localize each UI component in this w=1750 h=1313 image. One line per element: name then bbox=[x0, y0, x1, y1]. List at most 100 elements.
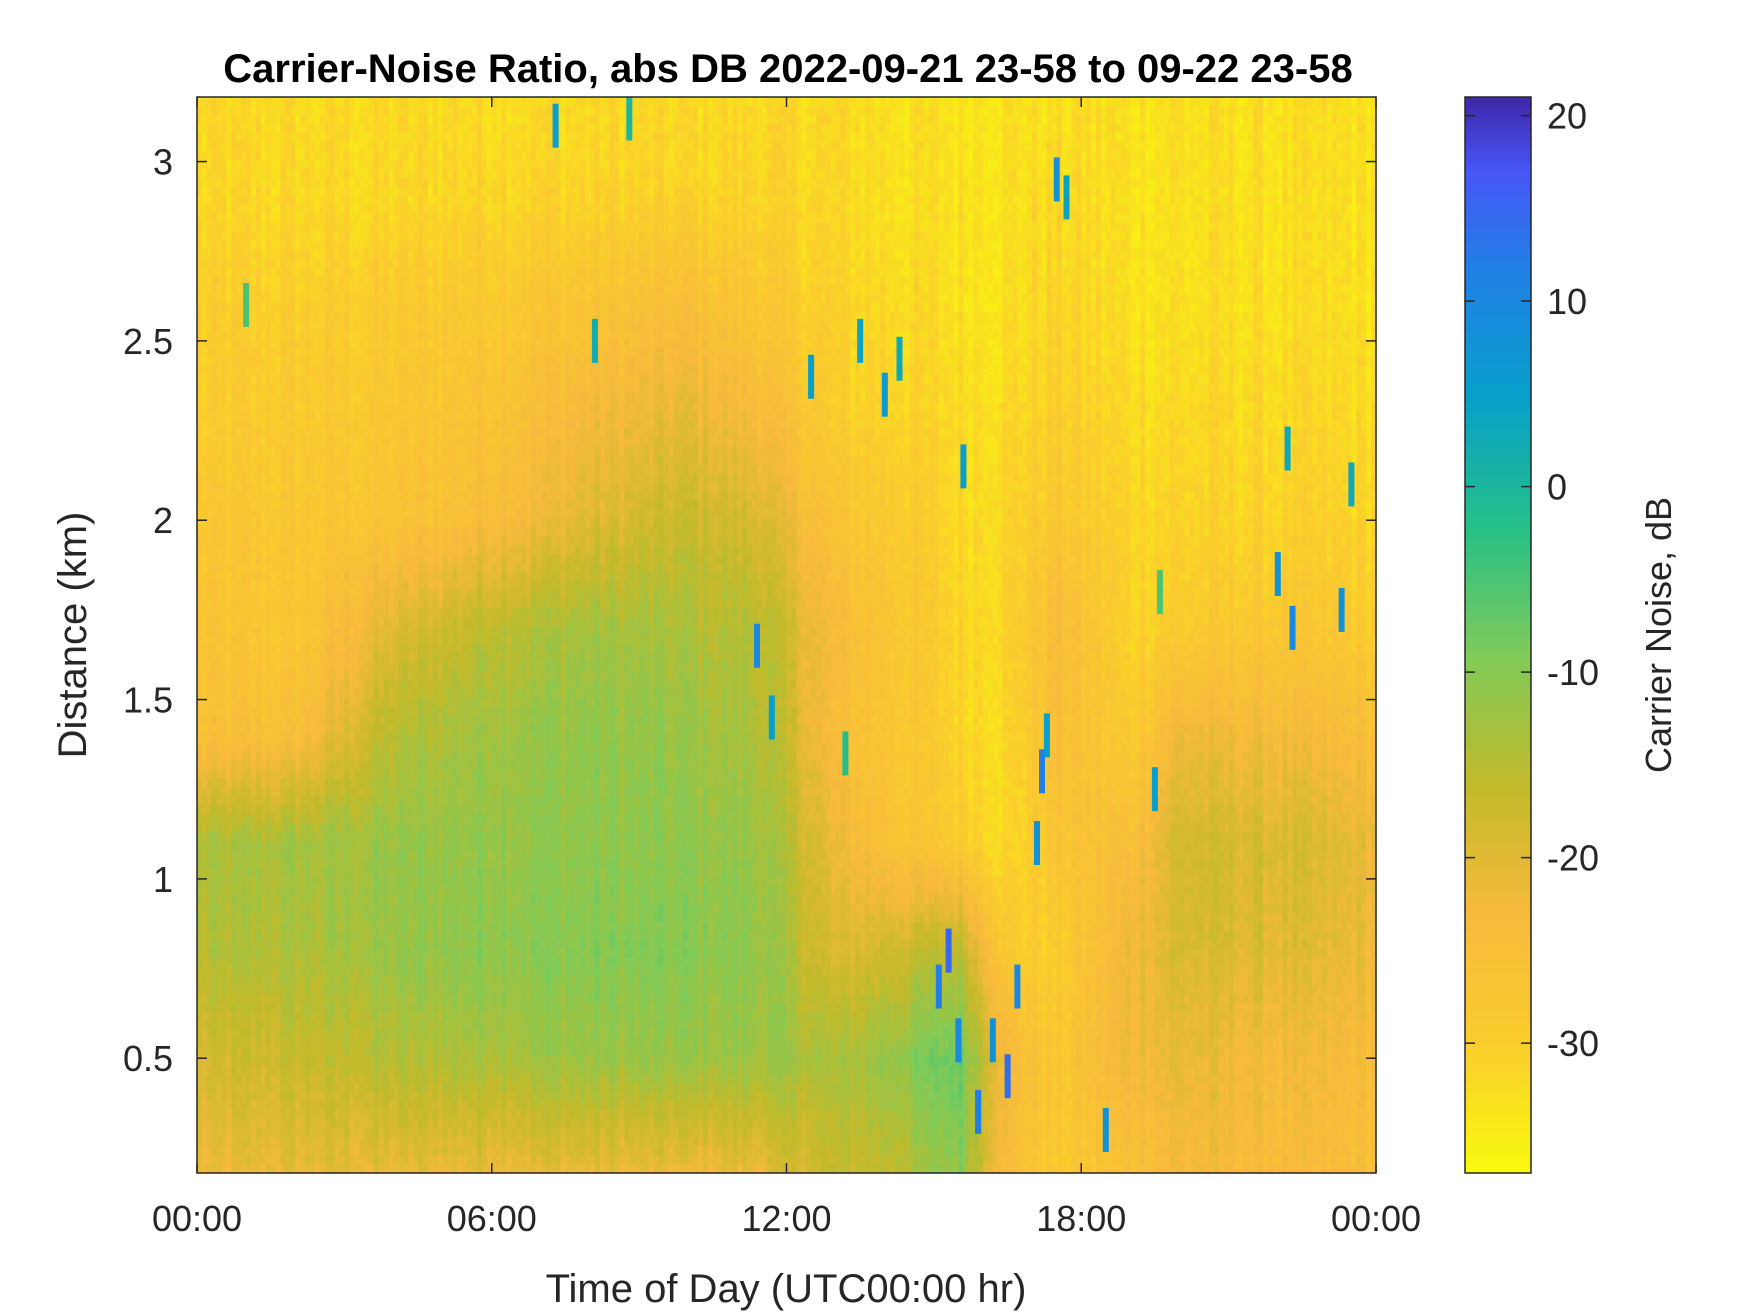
heatmap-cell bbox=[201, 276, 208, 286]
heatmap-cell bbox=[1184, 258, 1190, 268]
heatmap-cell bbox=[1086, 159, 1092, 170]
heatmap-cell bbox=[1002, 114, 1009, 125]
heatmap-cell bbox=[388, 276, 395, 286]
heatmap-cell bbox=[727, 150, 734, 161]
heatmap-cell bbox=[997, 97, 1004, 107]
heatmap-cell bbox=[1292, 114, 1298, 125]
heatmap-cell bbox=[1272, 231, 1279, 242]
heatmap-cell bbox=[766, 105, 773, 116]
heatmap-cell bbox=[1351, 186, 1357, 197]
heatmap-cell bbox=[1208, 132, 1215, 143]
heatmap-cell bbox=[531, 249, 537, 259]
heatmap-cell bbox=[231, 97, 237, 107]
heatmap-cell bbox=[815, 240, 822, 251]
heatmap-cell bbox=[437, 150, 444, 161]
heatmap-cell bbox=[1371, 114, 1377, 125]
heatmap-cell bbox=[855, 177, 861, 188]
heatmap-cell bbox=[850, 168, 856, 179]
heatmap-cell bbox=[948, 204, 955, 215]
heatmap-cell bbox=[1179, 258, 1186, 268]
heatmap-cell bbox=[1194, 105, 1200, 116]
heatmap-cell bbox=[447, 222, 454, 233]
heatmap-cell bbox=[255, 249, 262, 259]
heatmap-cell bbox=[766, 249, 773, 259]
heatmap-cell bbox=[255, 159, 262, 170]
heatmap-cell bbox=[565, 186, 571, 197]
heatmap-cell bbox=[850, 132, 856, 143]
heatmap-cell bbox=[364, 123, 370, 134]
heatmap-cell bbox=[928, 132, 935, 143]
heatmap-cell bbox=[1007, 141, 1014, 152]
heatmap-cell bbox=[570, 231, 576, 242]
heatmap-cell bbox=[437, 258, 444, 268]
heatmap-cell bbox=[644, 177, 650, 188]
heatmap-cell bbox=[462, 276, 468, 286]
heatmap-cell bbox=[987, 168, 994, 179]
heatmap-cell bbox=[698, 186, 704, 197]
heatmap-cell bbox=[1154, 186, 1161, 197]
heatmap-cell bbox=[1095, 195, 1102, 206]
heatmap-cell bbox=[555, 186, 562, 197]
heatmap-cell bbox=[678, 123, 684, 134]
heatmap-cell bbox=[865, 240, 871, 251]
heatmap-cell bbox=[1366, 249, 1372, 259]
heatmap-cell bbox=[825, 150, 832, 161]
heatmap-cell bbox=[840, 195, 847, 206]
heatmap-cell bbox=[997, 168, 1004, 179]
heatmap-cell bbox=[801, 204, 807, 215]
heatmap-cell bbox=[339, 168, 345, 179]
heatmap-cell bbox=[1150, 231, 1156, 242]
heatmap-cell bbox=[1336, 222, 1343, 233]
heatmap-cell bbox=[919, 168, 925, 179]
heatmap-cell bbox=[968, 114, 974, 125]
heatmap-cell bbox=[870, 177, 876, 188]
heatmap-cell bbox=[825, 267, 832, 277]
heatmap-cell bbox=[781, 240, 788, 251]
heatmap-cell bbox=[1037, 123, 1043, 134]
heatmap-cell bbox=[811, 105, 817, 116]
heatmap-cell bbox=[845, 114, 851, 125]
heatmap-cell bbox=[501, 222, 508, 233]
heatmap-cell bbox=[521, 105, 527, 116]
heatmap-cell bbox=[722, 276, 729, 286]
heatmap-cell bbox=[811, 258, 817, 268]
heatmap-cell bbox=[1277, 123, 1284, 134]
heatmap-cell bbox=[354, 276, 360, 286]
heatmap-cell bbox=[408, 186, 414, 197]
heatmap-cell bbox=[575, 150, 581, 161]
heatmap-cell bbox=[535, 195, 542, 206]
heatmap-cell bbox=[757, 177, 763, 188]
heatmap-cell bbox=[1159, 204, 1166, 215]
heatmap-cell bbox=[300, 231, 306, 242]
heatmap-cell bbox=[796, 249, 802, 259]
heatmap-cell bbox=[270, 141, 277, 152]
heatmap-cell bbox=[447, 114, 454, 125]
heatmap-cell bbox=[1154, 168, 1161, 179]
heatmap-cell bbox=[752, 276, 758, 286]
heatmap-cell bbox=[378, 159, 385, 170]
heatmap-cell bbox=[580, 276, 586, 286]
heatmap-cell bbox=[393, 249, 400, 259]
heatmap-cell bbox=[1263, 213, 1269, 224]
heatmap-cell bbox=[678, 222, 684, 233]
heatmap-cell bbox=[201, 97, 208, 107]
heatmap-cell bbox=[1253, 123, 1259, 134]
heatmap-cell bbox=[413, 213, 419, 224]
heatmap-cell bbox=[629, 213, 635, 224]
heatmap-cell bbox=[624, 150, 630, 161]
heatmap-cell bbox=[644, 123, 650, 134]
heatmap-cell bbox=[1287, 267, 1294, 277]
heatmap-cell bbox=[467, 105, 473, 116]
heatmap-cell bbox=[580, 97, 586, 107]
heatmap-cell bbox=[1174, 132, 1181, 143]
heatmap-cell bbox=[702, 132, 709, 143]
heatmap-cell bbox=[1110, 276, 1117, 286]
heatmap-cell bbox=[1248, 240, 1254, 251]
heatmap-cell bbox=[796, 195, 802, 206]
heatmap-cell bbox=[1051, 132, 1058, 143]
heatmap-cell bbox=[452, 240, 458, 251]
heatmap-cell bbox=[388, 186, 395, 197]
heatmap-cell bbox=[1326, 195, 1333, 206]
heatmap-cell bbox=[1071, 150, 1077, 161]
heatmap-cell bbox=[1248, 204, 1254, 215]
